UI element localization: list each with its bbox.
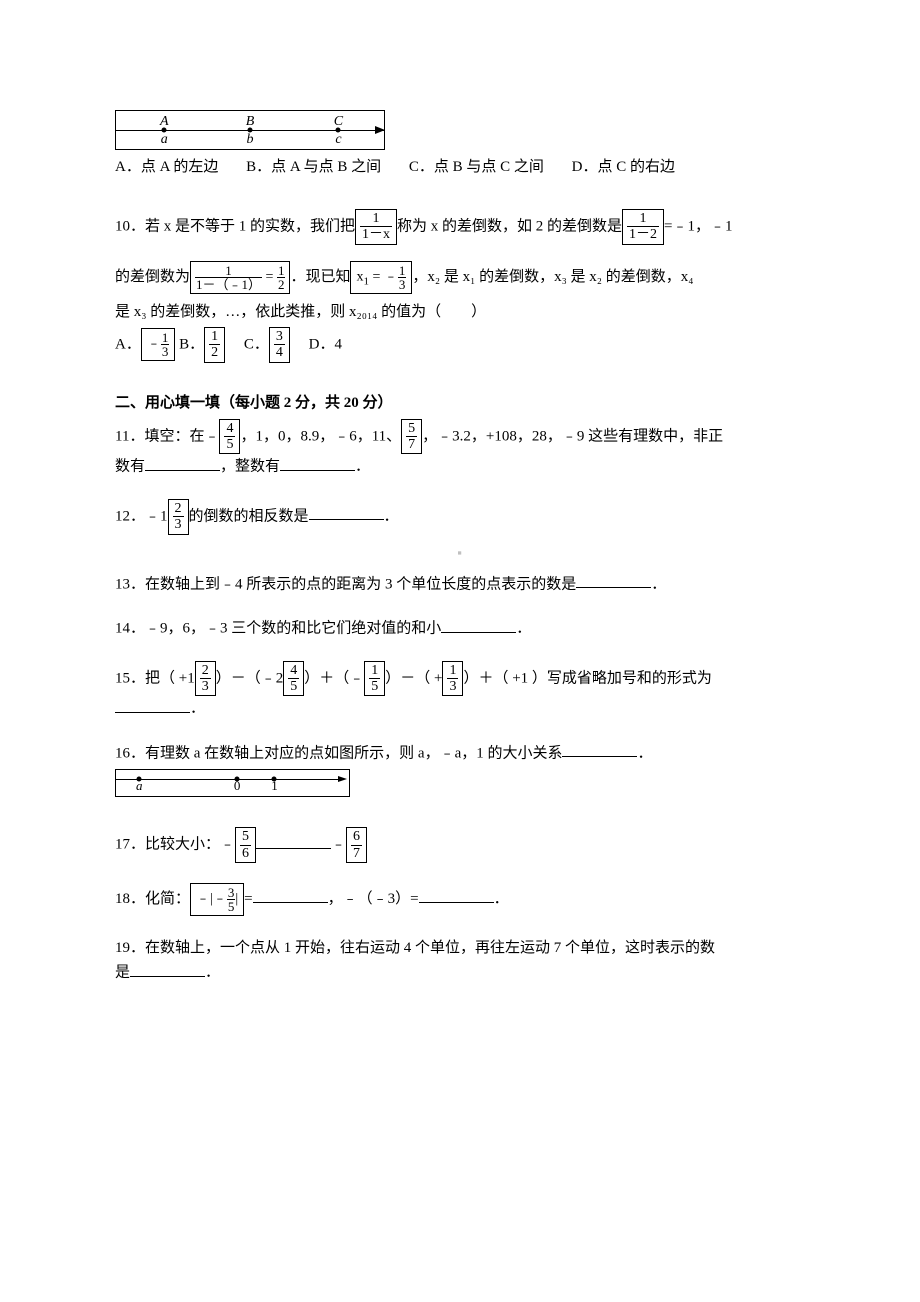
q19-blank — [130, 960, 205, 977]
q18-pre: 18．化简： — [115, 891, 190, 907]
q16-blank — [562, 741, 637, 758]
q11-blank2 — [280, 454, 355, 471]
q15-line1: 15．把（ +123）－（﹣245）＋（﹣15）－（ +13）＋（ +1 ）写成… — [115, 661, 805, 697]
nl2-label-a: a — [136, 776, 143, 797]
q10-frac2: 11－2 — [622, 209, 664, 245]
q19-line1: 19．在数轴上，一个点从 1 开始，往右运动 4 个单位，再往左运动 7 个单位… — [115, 936, 805, 960]
q12: 12．﹣123的倒数的相反数是 ． — [115, 499, 805, 535]
q10-opt-a: ﹣13 — [141, 328, 176, 361]
q14: 14．﹣9，6，﹣3 三个数的和比它们绝对值的和小 ． — [115, 616, 805, 641]
nl2-label-1: 1 — [271, 776, 278, 797]
q10-pre2: 的差倒数为 — [115, 269, 190, 285]
q16-end: ． — [637, 745, 652, 761]
q11-pre: 11．填空：在﹣ — [115, 428, 219, 444]
q10-post1: =﹣1，﹣1 — [664, 218, 732, 234]
q12-blank — [309, 504, 384, 521]
q10-x1box: x1 = ﹣13 — [350, 261, 412, 294]
q11-l2a: 数有 — [115, 459, 145, 475]
q11-blank1 — [145, 454, 220, 471]
q10-line3: 是 x₃ 的差倒数，…，依此类推，则 x₂₀₁₄ 的值为（ ） — [115, 300, 805, 324]
q16: 16．有理数 a 在数轴上对应的点如图所示，则 a，﹣a，1 的大小关系 ． — [115, 741, 805, 766]
q12-pre: 12．﹣1 — [115, 508, 168, 524]
q9-opt-d: D．点 C 的右边 — [572, 159, 675, 175]
q11-frac1: 45 — [219, 419, 240, 455]
q17: 17．比较大小：﹣56 ﹣67 — [115, 827, 805, 863]
q19-l2: 是 — [115, 965, 130, 981]
q15-frac1: 23 — [195, 661, 216, 697]
q15-m4: ）＋（ +1 ）写成省略加号和的形式为 — [463, 670, 711, 686]
q9-number-line: A a B b C c — [115, 110, 385, 150]
q15-end: ． — [190, 701, 205, 717]
q10-opt-b: 12 — [204, 327, 225, 363]
nl2-axis — [116, 779, 341, 780]
q18-box: ﹣|﹣35| — [190, 883, 244, 916]
q10-options: A．﹣13 B．12 C．34 D．4 — [115, 327, 805, 363]
q16-number-line: a 0 1 — [115, 769, 350, 797]
q15-frac4: 13 — [442, 661, 463, 697]
q15-line2: ． — [115, 696, 805, 721]
q14-text: 14．﹣9，6，﹣3 三个数的和比它们绝对值的和小 — [115, 621, 441, 637]
nl2-arrow — [338, 776, 347, 782]
q19-end: ． — [205, 965, 220, 981]
q17-mid: ﹣ — [331, 837, 346, 853]
q13-text: 13．在数轴上到﹣4 所表示的点的距离为 3 个单位长度的点表示的数是 — [115, 576, 576, 592]
q19-line2: 是． — [115, 960, 805, 985]
q17-frac1: 56 — [235, 827, 256, 863]
q10-mid2a: ．现已知 — [290, 269, 350, 285]
q9-options: A．点 A 的左边 B．点 A 与点 B 之间 C．点 B 与点 C 之间 D．… — [115, 155, 805, 179]
q12-frac: 23 — [168, 499, 189, 535]
q15-blank — [115, 696, 190, 713]
q18-blank1 — [253, 887, 328, 904]
q11-frac2: 57 — [401, 419, 422, 455]
nl2-label-0: 0 — [234, 776, 241, 797]
q13-blank — [576, 572, 651, 589]
q11-l2c: ． — [355, 459, 370, 475]
q10-opt-d: D．4 — [309, 336, 342, 352]
nl-arrow — [375, 126, 385, 134]
nl-label-a-bot: a — [161, 129, 168, 151]
nl-label-b-bot: b — [247, 129, 254, 151]
q18-end: ． — [494, 891, 509, 907]
q11-line1: 11．填空：在﹣45，1，0，8.9，﹣6，11、57，﹣3.2，+108，28… — [115, 419, 805, 455]
q18-blank2 — [419, 887, 494, 904]
q18-eq: = — [244, 891, 252, 907]
q14-blank — [441, 616, 516, 633]
q17-pre: 17．比较大小：﹣ — [115, 837, 235, 853]
q13: 13．在数轴上到﹣4 所表示的点的距离为 3 个单位长度的点表示的数是 ． — [115, 572, 805, 597]
q9-opt-c: C．点 B 与点 C 之间 — [409, 159, 544, 175]
q10-opt-c: 34 — [269, 327, 290, 363]
q14-end: ． — [516, 621, 531, 637]
q10-frac1: 11－x — [355, 209, 397, 245]
q11-mid1: ，1，0，8.9，﹣6，11、 — [240, 428, 401, 444]
q16-text: 16．有理数 a 在数轴上对应的点如图所示，则 a，﹣a，1 的大小关系 — [115, 745, 562, 761]
q10-mid1: 称为 x 的差倒数，如 2 的差倒数是 — [397, 218, 622, 234]
q10-line2: 的差倒数为11－（﹣1） = 12．现已知x1 = ﹣13，x₂ 是 x₁ 的差… — [115, 261, 805, 294]
watermark: ▪ — [115, 543, 805, 564]
q10-pre1: 10．若 x 是不等于 1 的实数，我们把 — [115, 218, 355, 234]
q10-line1: 10．若 x 是不等于 1 的实数，我们把11－x称为 x 的差倒数，如 2 的… — [115, 209, 805, 245]
q17-blank — [256, 832, 331, 849]
q15-frac2: 45 — [283, 661, 304, 697]
q10-mid2b: ，x₂ 是 x₁ 的差倒数，x₃ 是 x₂ 的差倒数，x₄ — [412, 269, 693, 285]
q9-opt-a: A．点 A 的左边 — [115, 159, 218, 175]
q15-m1: ）－（﹣2 — [216, 670, 284, 686]
q18: 18．化简：﹣|﹣35|= ，﹣（﹣3）= ． — [115, 883, 805, 916]
q11-mid2: ，﹣3.2，+108，28，﹣9 这些有理数中，非正 — [422, 428, 723, 444]
q11-l2b: ，整数有 — [220, 459, 280, 475]
q12-end: ． — [384, 508, 399, 524]
q18-mid: ，﹣（﹣3）= — [328, 891, 419, 907]
q10-eqbox: 11－（﹣1） = 12 — [190, 261, 290, 294]
q15-frac3: 15 — [364, 661, 385, 697]
q15-m3: ）－（ + — [385, 670, 442, 686]
q9-opt-b: B．点 A 与点 B 之间 — [246, 159, 381, 175]
nl-label-c-bot: c — [335, 129, 341, 151]
section2-heading: 二、用心填一填（每小题 2 分，共 20 分） — [115, 391, 805, 415]
q13-end: ． — [651, 576, 666, 592]
q12-post: 的倒数的相反数是 — [189, 508, 309, 524]
q15-m2: ）＋（﹣ — [304, 670, 364, 686]
q17-frac2: 67 — [346, 827, 367, 863]
q15-pre: 15．把（ +1 — [115, 670, 195, 686]
q11-line2: 数有 ，整数有 ． — [115, 454, 805, 479]
